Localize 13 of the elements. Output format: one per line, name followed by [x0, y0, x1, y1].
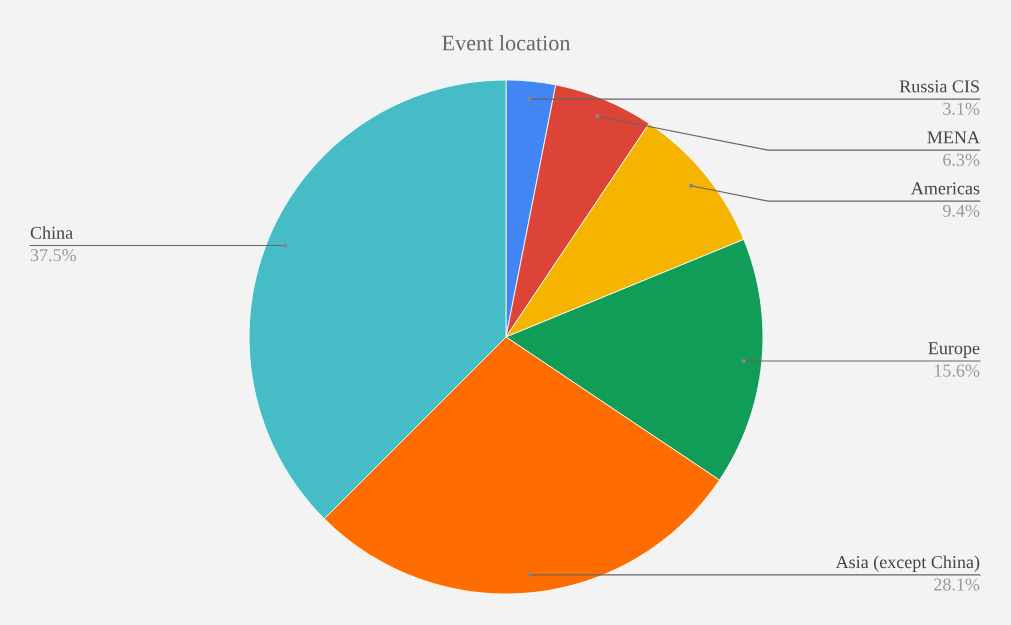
- slice-label: MENA: [927, 131, 980, 144]
- slice-label: Europe: [928, 342, 980, 358]
- data-label: 6.3%: [943, 153, 980, 166]
- slice-label: Asia (except China): [835, 555, 980, 572]
- chart-title: Event location: [442, 34, 571, 51]
- slice-label: Americas: [910, 182, 980, 195]
- data-label: 37.5%: [30, 249, 77, 262]
- slice-label: China: [30, 226, 73, 239]
- data-label: 3.1%: [943, 102, 980, 115]
- slice-label: Russia CIS: [899, 80, 979, 93]
- data-label: 28.1%: [934, 578, 980, 591]
- data-label: 15.6%: [934, 364, 980, 377]
- data-label: 9.4%: [942, 204, 980, 217]
